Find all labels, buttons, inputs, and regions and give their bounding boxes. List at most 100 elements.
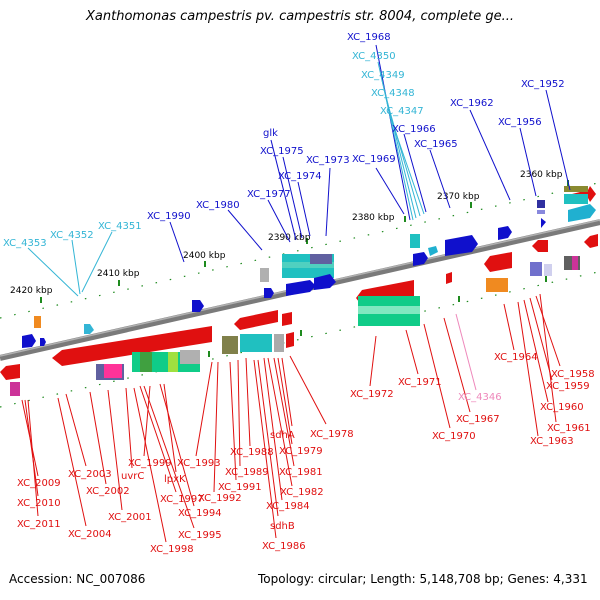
gene-label: XC_1984 bbox=[266, 501, 310, 512]
reverse-gene-box bbox=[240, 334, 272, 352]
reverse-gene-box bbox=[358, 306, 420, 314]
lower-gene-labels: XC_1972 XC_1971 XC_4346 XC_1967 XC_1970 … bbox=[17, 352, 595, 555]
gene-label: XC_2010 bbox=[17, 498, 61, 509]
kbp-tick bbox=[208, 351, 210, 357]
gene-label: XC_1959 bbox=[546, 381, 590, 392]
forward-gene-arrow bbox=[498, 226, 512, 240]
gene-label: XC_1991 bbox=[218, 482, 262, 493]
leader-line bbox=[405, 329, 419, 375]
leader-line bbox=[469, 109, 511, 201]
forward-gene-box bbox=[310, 254, 332, 264]
gene-label: XC_1999 bbox=[128, 458, 172, 469]
leader-line bbox=[535, 295, 561, 367]
leader-line bbox=[163, 383, 177, 473]
leader-line bbox=[253, 359, 277, 539]
tick-label: 2400 kbp bbox=[183, 251, 226, 261]
gene-label: XC_2009 bbox=[17, 478, 61, 489]
gene-label: XC_2004 bbox=[68, 529, 112, 540]
leader-line bbox=[57, 397, 87, 527]
forward-strand-features bbox=[22, 186, 596, 348]
leader-line bbox=[125, 387, 133, 469]
reverse-gene-arrow bbox=[484, 252, 512, 272]
tick-label: 2380 kbp bbox=[352, 213, 395, 223]
gene-label: XC_1971 bbox=[398, 377, 442, 388]
leader-line bbox=[282, 156, 303, 239]
tick-label: 2390 kbp bbox=[268, 233, 311, 243]
topology-text: Topology: circular; Length: 5,148,708 bp… bbox=[258, 572, 588, 586]
gene-label: XC_4353 bbox=[3, 238, 47, 249]
lower-leader-lines bbox=[21, 293, 561, 543]
leader-line bbox=[245, 357, 251, 447]
forward-gene-arrow bbox=[40, 338, 46, 346]
leader-line bbox=[267, 357, 293, 487]
gene-label: XC_1988 bbox=[230, 447, 274, 458]
gene-label: XC_1981 bbox=[279, 467, 323, 478]
gene-label: XC_4347 bbox=[380, 106, 424, 117]
leader-line bbox=[227, 209, 263, 251]
kbp-tick bbox=[118, 280, 120, 286]
forward-gene-box bbox=[564, 186, 588, 192]
forward-gene-box bbox=[260, 268, 269, 282]
gene-label: uvrC bbox=[121, 471, 144, 482]
forward-gene-arrow bbox=[541, 218, 546, 228]
gene-label: XC_1992 bbox=[198, 493, 242, 504]
tick-label: 2410 kbp bbox=[97, 269, 140, 279]
kbp-tick bbox=[404, 216, 406, 222]
accession-text: Accession: NC_007086 bbox=[9, 572, 146, 586]
leader-line bbox=[523, 299, 549, 403]
leader-line bbox=[545, 89, 571, 191]
leader-line bbox=[159, 383, 195, 507]
reverse-gene-arrow bbox=[446, 272, 452, 284]
leader-line bbox=[195, 361, 213, 457]
forward-gene-box bbox=[410, 234, 420, 248]
leader-line bbox=[529, 297, 553, 381]
leader-line bbox=[107, 389, 123, 511]
gene-label: XC_4346 bbox=[458, 392, 502, 403]
leader-line bbox=[517, 301, 539, 437]
gene-label: XC_4351 bbox=[98, 221, 142, 232]
gene-label: XC_1998 bbox=[150, 544, 194, 555]
gene-label: XC_4349 bbox=[361, 70, 405, 81]
gene-label: XC_1995 bbox=[178, 530, 222, 541]
forward-gene-box bbox=[537, 210, 545, 214]
gene-label: XC_1990 bbox=[147, 211, 191, 222]
upper-gene-labels: XC_1968 XC_4350 XC_4349 XC_4348 XC_4347 … bbox=[3, 32, 565, 249]
leader-line bbox=[267, 199, 291, 243]
reverse-gene-box bbox=[544, 264, 552, 276]
reverse-gene-arrow bbox=[0, 364, 20, 380]
leader-line bbox=[423, 323, 451, 429]
gene-label: XC_1961 bbox=[547, 423, 591, 434]
gene-label: XC_1969 bbox=[352, 154, 396, 165]
reverse-gene-box bbox=[180, 350, 200, 364]
leader-line bbox=[385, 97, 421, 217]
kbp-tick bbox=[306, 238, 308, 244]
reverse-gene-box bbox=[104, 364, 122, 378]
gene-label: XC_1967 bbox=[456, 414, 500, 425]
forward-gene-arrow bbox=[264, 288, 274, 298]
tick-label: 2360 kbp bbox=[520, 170, 563, 180]
gene-label: XC_1956 bbox=[498, 117, 542, 128]
forward-gene-arrow bbox=[413, 252, 428, 266]
gene-label: XC_1970 bbox=[432, 431, 476, 442]
leader-line bbox=[443, 317, 471, 413]
forward-gene-box bbox=[564, 194, 588, 204]
leader-line bbox=[229, 361, 237, 481]
leader-line bbox=[263, 357, 283, 501]
reverse-gene-arrow bbox=[234, 310, 278, 330]
forward-gene-box bbox=[282, 262, 334, 268]
gene-label: sdhB bbox=[270, 521, 295, 532]
gene-label: XC_1994 bbox=[178, 508, 222, 519]
reverse-gene-box bbox=[274, 334, 284, 352]
leader-line bbox=[237, 359, 241, 467]
tick-label: 2420 kbp bbox=[10, 286, 53, 296]
forward-gene-box bbox=[34, 316, 41, 328]
leader-line bbox=[455, 313, 477, 391]
leader-line bbox=[143, 385, 151, 457]
gene-label: XC_1952 bbox=[521, 79, 565, 90]
gene-label: XC_1980 bbox=[196, 200, 240, 211]
leader-line bbox=[369, 335, 377, 387]
leader-line bbox=[27, 247, 79, 297]
gene-label: XC_1986 bbox=[262, 541, 306, 552]
reverse-gene-box bbox=[222, 336, 238, 354]
